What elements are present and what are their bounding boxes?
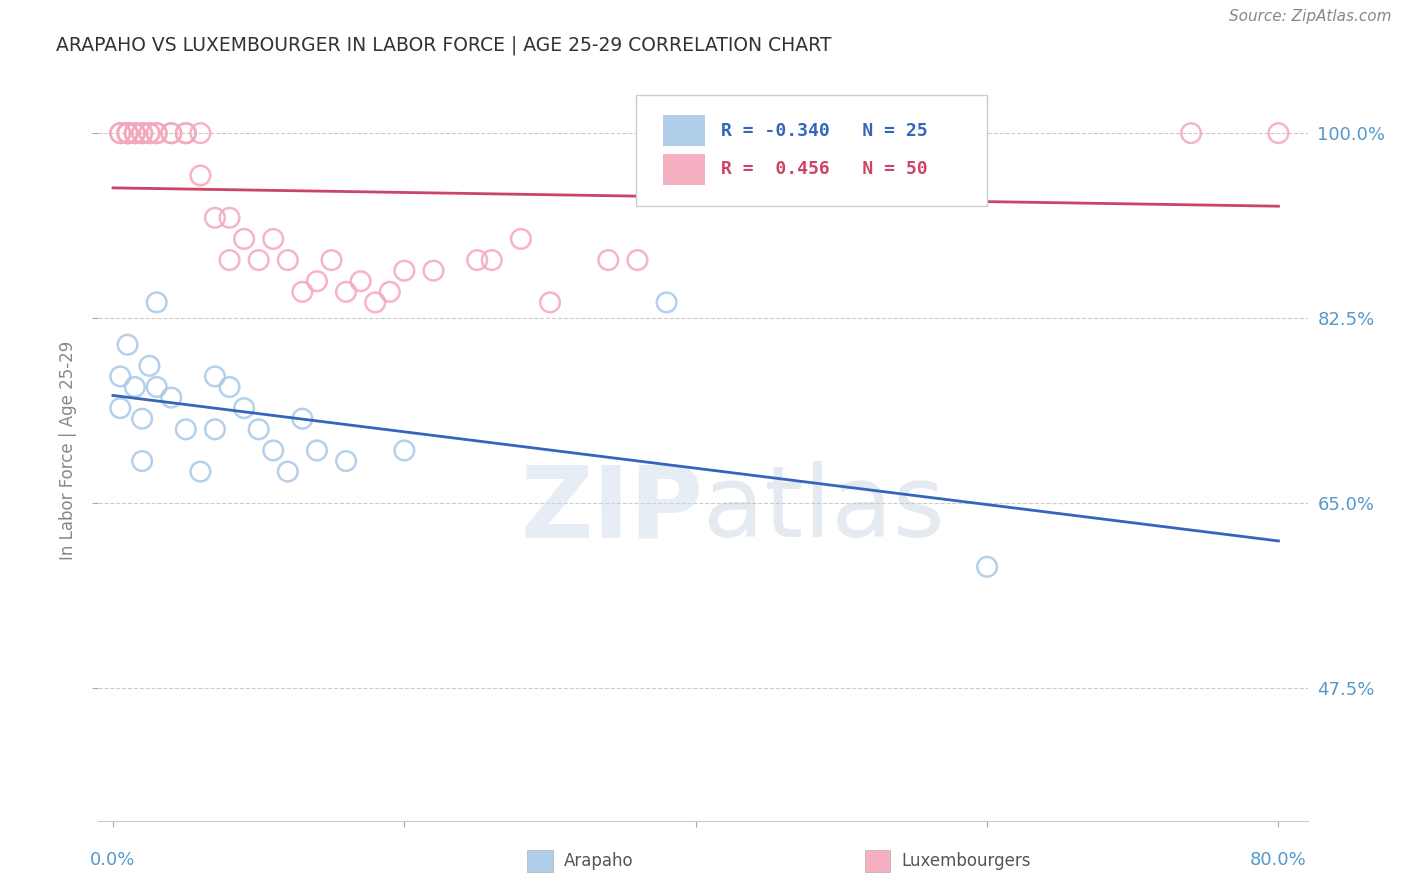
Point <box>277 253 299 268</box>
Point <box>1180 126 1202 140</box>
Point <box>124 126 146 140</box>
Point <box>145 126 167 140</box>
Text: ARAPAHO VS LUXEMBOURGER IN LABOR FORCE | AGE 25-29 CORRELATION CHART: ARAPAHO VS LUXEMBOURGER IN LABOR FORCE |… <box>56 36 832 55</box>
Point <box>145 380 167 394</box>
Point <box>131 454 153 468</box>
Point <box>378 285 401 299</box>
Bar <box>664 115 706 146</box>
Point <box>394 443 416 458</box>
Point <box>394 263 416 277</box>
Point <box>335 454 357 468</box>
Point <box>124 380 146 394</box>
Point <box>124 126 146 140</box>
Point <box>110 401 132 416</box>
Point <box>145 126 167 140</box>
Point <box>190 465 212 479</box>
Point <box>1267 126 1289 140</box>
Point <box>160 126 183 140</box>
Point <box>626 253 648 268</box>
Point <box>350 274 373 288</box>
Point <box>321 253 343 268</box>
Text: R = -0.340   N = 25: R = -0.340 N = 25 <box>721 121 928 140</box>
Point <box>538 295 561 310</box>
Point <box>131 411 153 425</box>
Point <box>714 126 737 140</box>
Point <box>117 126 139 140</box>
Point <box>138 126 160 140</box>
Text: ZIP: ZIP <box>520 461 703 558</box>
Point <box>465 253 488 268</box>
Point <box>204 422 226 436</box>
Point <box>364 295 387 310</box>
Point <box>262 232 284 246</box>
Point <box>110 126 132 140</box>
Point <box>830 126 852 140</box>
Point <box>277 465 299 479</box>
Point <box>117 337 139 351</box>
Point <box>918 126 941 140</box>
Point <box>305 443 328 458</box>
Point <box>138 126 160 140</box>
Point <box>145 295 167 310</box>
Point <box>247 253 270 268</box>
Point <box>160 126 183 140</box>
Point <box>859 126 882 140</box>
Point <box>174 422 197 436</box>
Point <box>247 422 270 436</box>
Point <box>218 380 240 394</box>
Point <box>976 559 998 574</box>
Point <box>204 211 226 225</box>
Point <box>422 263 444 277</box>
Point <box>117 126 139 140</box>
Text: Arapaho: Arapaho <box>564 852 634 871</box>
Point <box>218 211 240 225</box>
Point <box>138 359 160 373</box>
Point <box>190 169 212 183</box>
Point <box>685 126 707 140</box>
Point <box>110 369 132 384</box>
Point <box>291 411 314 425</box>
Point <box>655 295 678 310</box>
Point <box>509 232 531 246</box>
Point <box>204 369 226 384</box>
Point <box>160 391 183 405</box>
Point <box>131 126 153 140</box>
Text: 80.0%: 80.0% <box>1250 851 1306 869</box>
Text: atlas: atlas <box>703 461 945 558</box>
Point <box>174 126 197 140</box>
Point <box>481 253 503 268</box>
Point <box>305 274 328 288</box>
Text: R =  0.456   N = 50: R = 0.456 N = 50 <box>721 161 928 178</box>
Y-axis label: In Labor Force | Age 25-29: In Labor Force | Age 25-29 <box>59 341 77 560</box>
Point <box>233 401 256 416</box>
Point <box>233 232 256 246</box>
Point <box>131 126 153 140</box>
FancyBboxPatch shape <box>637 95 987 206</box>
Point <box>262 443 284 458</box>
Point <box>598 253 620 268</box>
Point <box>218 253 240 268</box>
Point <box>190 126 212 140</box>
Text: 0.0%: 0.0% <box>90 851 135 869</box>
Point <box>124 126 146 140</box>
Point <box>335 285 357 299</box>
Point <box>117 126 139 140</box>
Text: Source: ZipAtlas.com: Source: ZipAtlas.com <box>1229 9 1392 24</box>
Point <box>291 285 314 299</box>
Bar <box>664 153 706 185</box>
Point <box>174 126 197 140</box>
Text: Luxembourgers: Luxembourgers <box>901 852 1031 871</box>
Point <box>110 126 132 140</box>
Point <box>117 126 139 140</box>
